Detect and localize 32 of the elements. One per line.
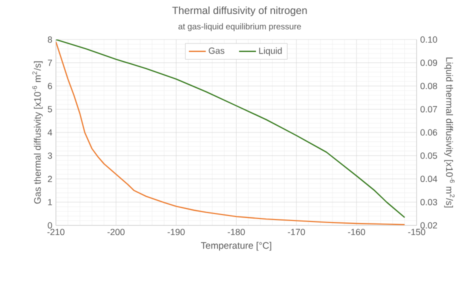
chart-subtitle: at gas-liquid equilibrium pressure bbox=[178, 23, 301, 32]
x-tick-label: -160 bbox=[348, 228, 366, 236]
y2-tick-label: 0.09 bbox=[420, 60, 438, 66]
y-tick-label: 6 bbox=[48, 82, 52, 90]
y-tick-label: 2 bbox=[48, 176, 52, 182]
legend-label: Liquid bbox=[259, 48, 282, 56]
y-tick-label: 4 bbox=[48, 130, 52, 136]
legend-label: Gas bbox=[208, 48, 224, 54]
y-tick-label: 3 bbox=[48, 152, 52, 159]
y-tick-label: 7 bbox=[48, 60, 52, 66]
y-tick-label: 1 bbox=[48, 199, 52, 206]
y-tick-label: 5 bbox=[48, 106, 52, 112]
y-axis-title: Gas thermal diffusivity [x10$^{-6}$ m$^{2}$/s] bbox=[32, 62, 43, 204]
y-tick-label: 8 bbox=[48, 36, 52, 43]
y2-tick-label: 0.03 bbox=[420, 199, 438, 206]
y2-tick-label: 0.10 bbox=[420, 36, 438, 43]
y2-tick-label: 0.04 bbox=[420, 176, 438, 182]
x-axis-title: Temperature [°C] bbox=[200, 242, 272, 251]
x-tick-label: -210 bbox=[47, 228, 64, 236]
chart-title: Thermal diffusivity of nitrogen bbox=[172, 6, 307, 16]
y2-tick-label: 0.05 bbox=[420, 152, 438, 159]
x-tick-label: -170 bbox=[288, 228, 305, 236]
y-tick-label: 0 bbox=[48, 222, 52, 229]
y2-axis-title: Liquid thermal diffusivity [x10$^{-6}$ m$^{2}$/s] bbox=[444, 58, 455, 208]
y2-tick-label: 0.07 bbox=[420, 106, 438, 113]
x-tick-label: -190 bbox=[168, 228, 185, 236]
y2-tick-label: 0.06 bbox=[420, 129, 438, 136]
y2-tick-label: 0.02 bbox=[420, 222, 438, 229]
y2-tick-label: 0.08 bbox=[420, 82, 438, 90]
x-tick-label: -200 bbox=[108, 228, 125, 236]
x-tick-label: -180 bbox=[228, 228, 245, 236]
x-tick-label: -150 bbox=[408, 228, 426, 236]
